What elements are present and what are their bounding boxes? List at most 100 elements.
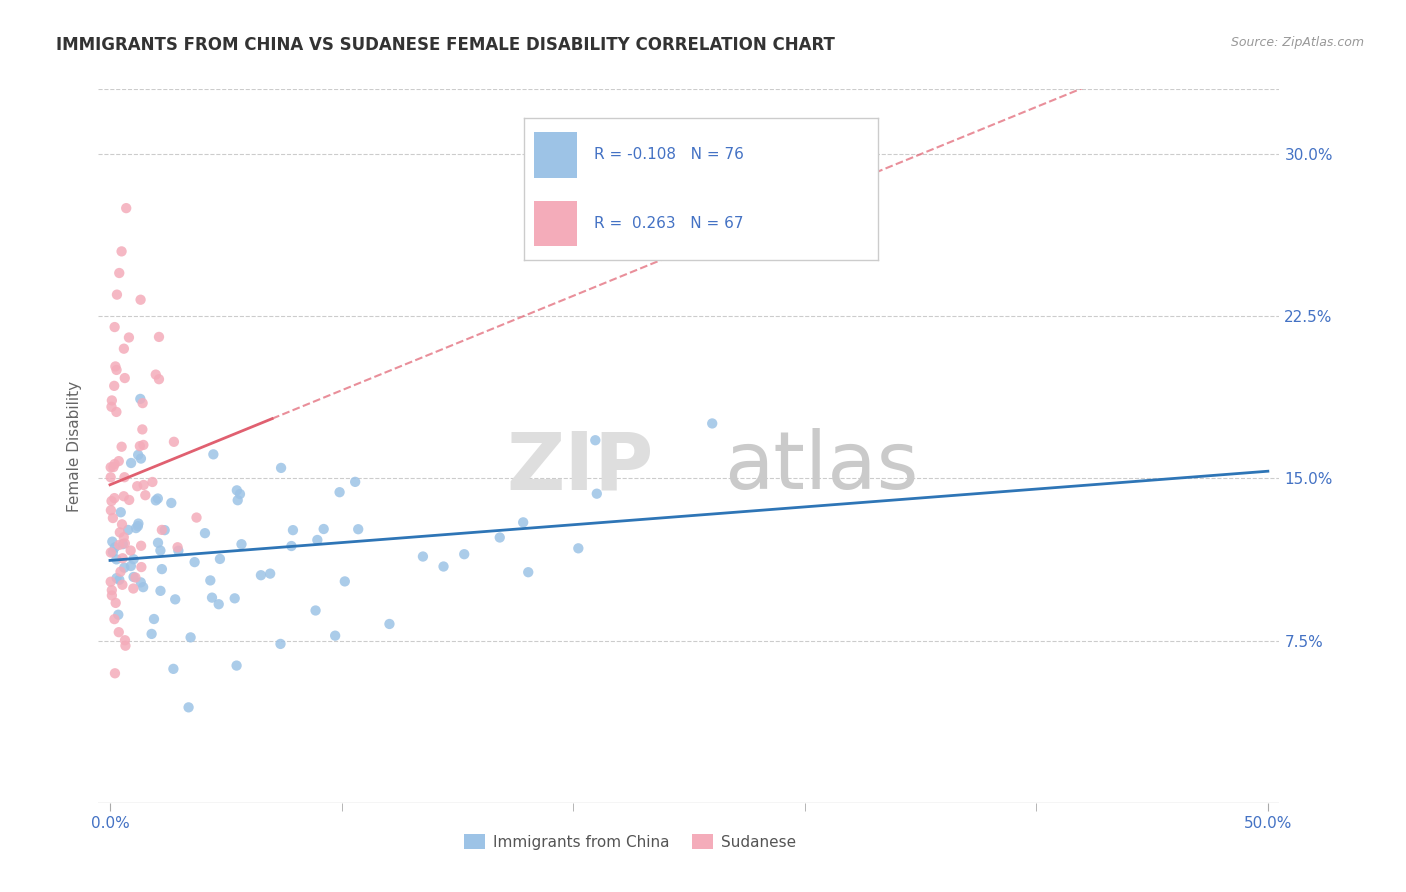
Text: Source: ZipAtlas.com: Source: ZipAtlas.com xyxy=(1230,36,1364,49)
Point xyxy=(202,447,225,461)
Point xyxy=(488,531,510,545)
Point xyxy=(103,460,125,475)
Point xyxy=(229,487,252,501)
Point xyxy=(107,625,129,640)
Point xyxy=(180,631,202,645)
Point xyxy=(163,434,186,449)
Point xyxy=(344,475,367,489)
Point xyxy=(225,658,247,673)
Point xyxy=(120,559,142,574)
Point xyxy=(114,536,136,550)
Point xyxy=(453,547,475,561)
Point xyxy=(117,523,139,537)
Point xyxy=(112,530,135,544)
Point xyxy=(149,543,172,558)
Point xyxy=(101,589,124,603)
Point xyxy=(107,607,129,622)
Point xyxy=(194,526,217,541)
Point xyxy=(101,511,124,525)
Point xyxy=(143,612,166,626)
Point xyxy=(120,543,142,558)
Point xyxy=(512,516,534,530)
Point xyxy=(122,570,145,584)
Point xyxy=(150,523,173,537)
Point xyxy=(100,574,122,589)
Point xyxy=(323,629,346,643)
Point xyxy=(111,551,134,566)
Point xyxy=(131,560,153,574)
Point xyxy=(110,244,132,259)
Point xyxy=(148,372,170,386)
Point xyxy=(201,591,224,605)
Point xyxy=(122,582,145,596)
Point xyxy=(112,560,135,574)
Point xyxy=(112,489,135,503)
Point xyxy=(183,555,205,569)
Point xyxy=(412,549,434,564)
Point xyxy=(177,700,200,714)
Point xyxy=(103,612,125,626)
Point xyxy=(127,519,149,533)
Point xyxy=(702,417,724,431)
Point xyxy=(226,493,249,508)
Point xyxy=(110,505,132,519)
Point xyxy=(100,494,122,508)
Point xyxy=(104,666,127,681)
Point xyxy=(132,580,155,594)
Point xyxy=(127,479,149,493)
Point xyxy=(101,583,124,598)
Point xyxy=(129,539,152,553)
Text: atlas: atlas xyxy=(724,428,918,507)
Point xyxy=(101,545,124,559)
Point xyxy=(231,537,253,551)
Point xyxy=(112,342,135,356)
Point xyxy=(104,596,127,610)
Point xyxy=(141,475,163,489)
Point xyxy=(259,566,281,581)
Point xyxy=(101,393,124,408)
Point xyxy=(114,371,136,385)
Legend: Immigrants from China, Sudanese: Immigrants from China, Sudanese xyxy=(457,828,803,855)
Point xyxy=(105,363,128,377)
Point xyxy=(118,330,141,344)
Point xyxy=(122,552,145,566)
Point xyxy=(127,448,149,462)
Point xyxy=(432,559,454,574)
Point xyxy=(105,405,128,419)
Point xyxy=(312,522,335,536)
Point xyxy=(104,457,127,471)
Point xyxy=(111,578,134,592)
Point xyxy=(115,201,138,215)
Point xyxy=(129,392,152,406)
Point xyxy=(166,541,188,555)
Point xyxy=(108,538,131,552)
Point xyxy=(100,503,122,517)
Point xyxy=(160,496,183,510)
Point xyxy=(148,330,170,344)
Point xyxy=(127,516,149,531)
Point xyxy=(101,534,124,549)
Point xyxy=(120,456,142,470)
Point xyxy=(225,483,247,498)
Point xyxy=(132,438,155,452)
Text: IMMIGRANTS FROM CHINA VS SUDANESE FEMALE DISABILITY CORRELATION CHART: IMMIGRANTS FROM CHINA VS SUDANESE FEMALE… xyxy=(56,36,835,54)
Point xyxy=(129,293,152,307)
Point xyxy=(114,639,136,653)
Point xyxy=(153,523,176,537)
Point xyxy=(108,573,131,587)
Point xyxy=(103,379,125,393)
Point xyxy=(111,537,134,551)
Point xyxy=(347,522,370,536)
Point xyxy=(270,461,292,475)
Point xyxy=(111,517,134,532)
Point xyxy=(208,597,231,611)
Point xyxy=(304,603,326,617)
Point xyxy=(583,434,606,448)
Point xyxy=(105,287,128,301)
Point xyxy=(125,521,148,535)
Point xyxy=(145,493,167,508)
Point xyxy=(162,662,184,676)
Y-axis label: Female Disability: Female Disability xyxy=(67,380,83,512)
Point xyxy=(110,565,132,579)
Point xyxy=(378,617,401,632)
